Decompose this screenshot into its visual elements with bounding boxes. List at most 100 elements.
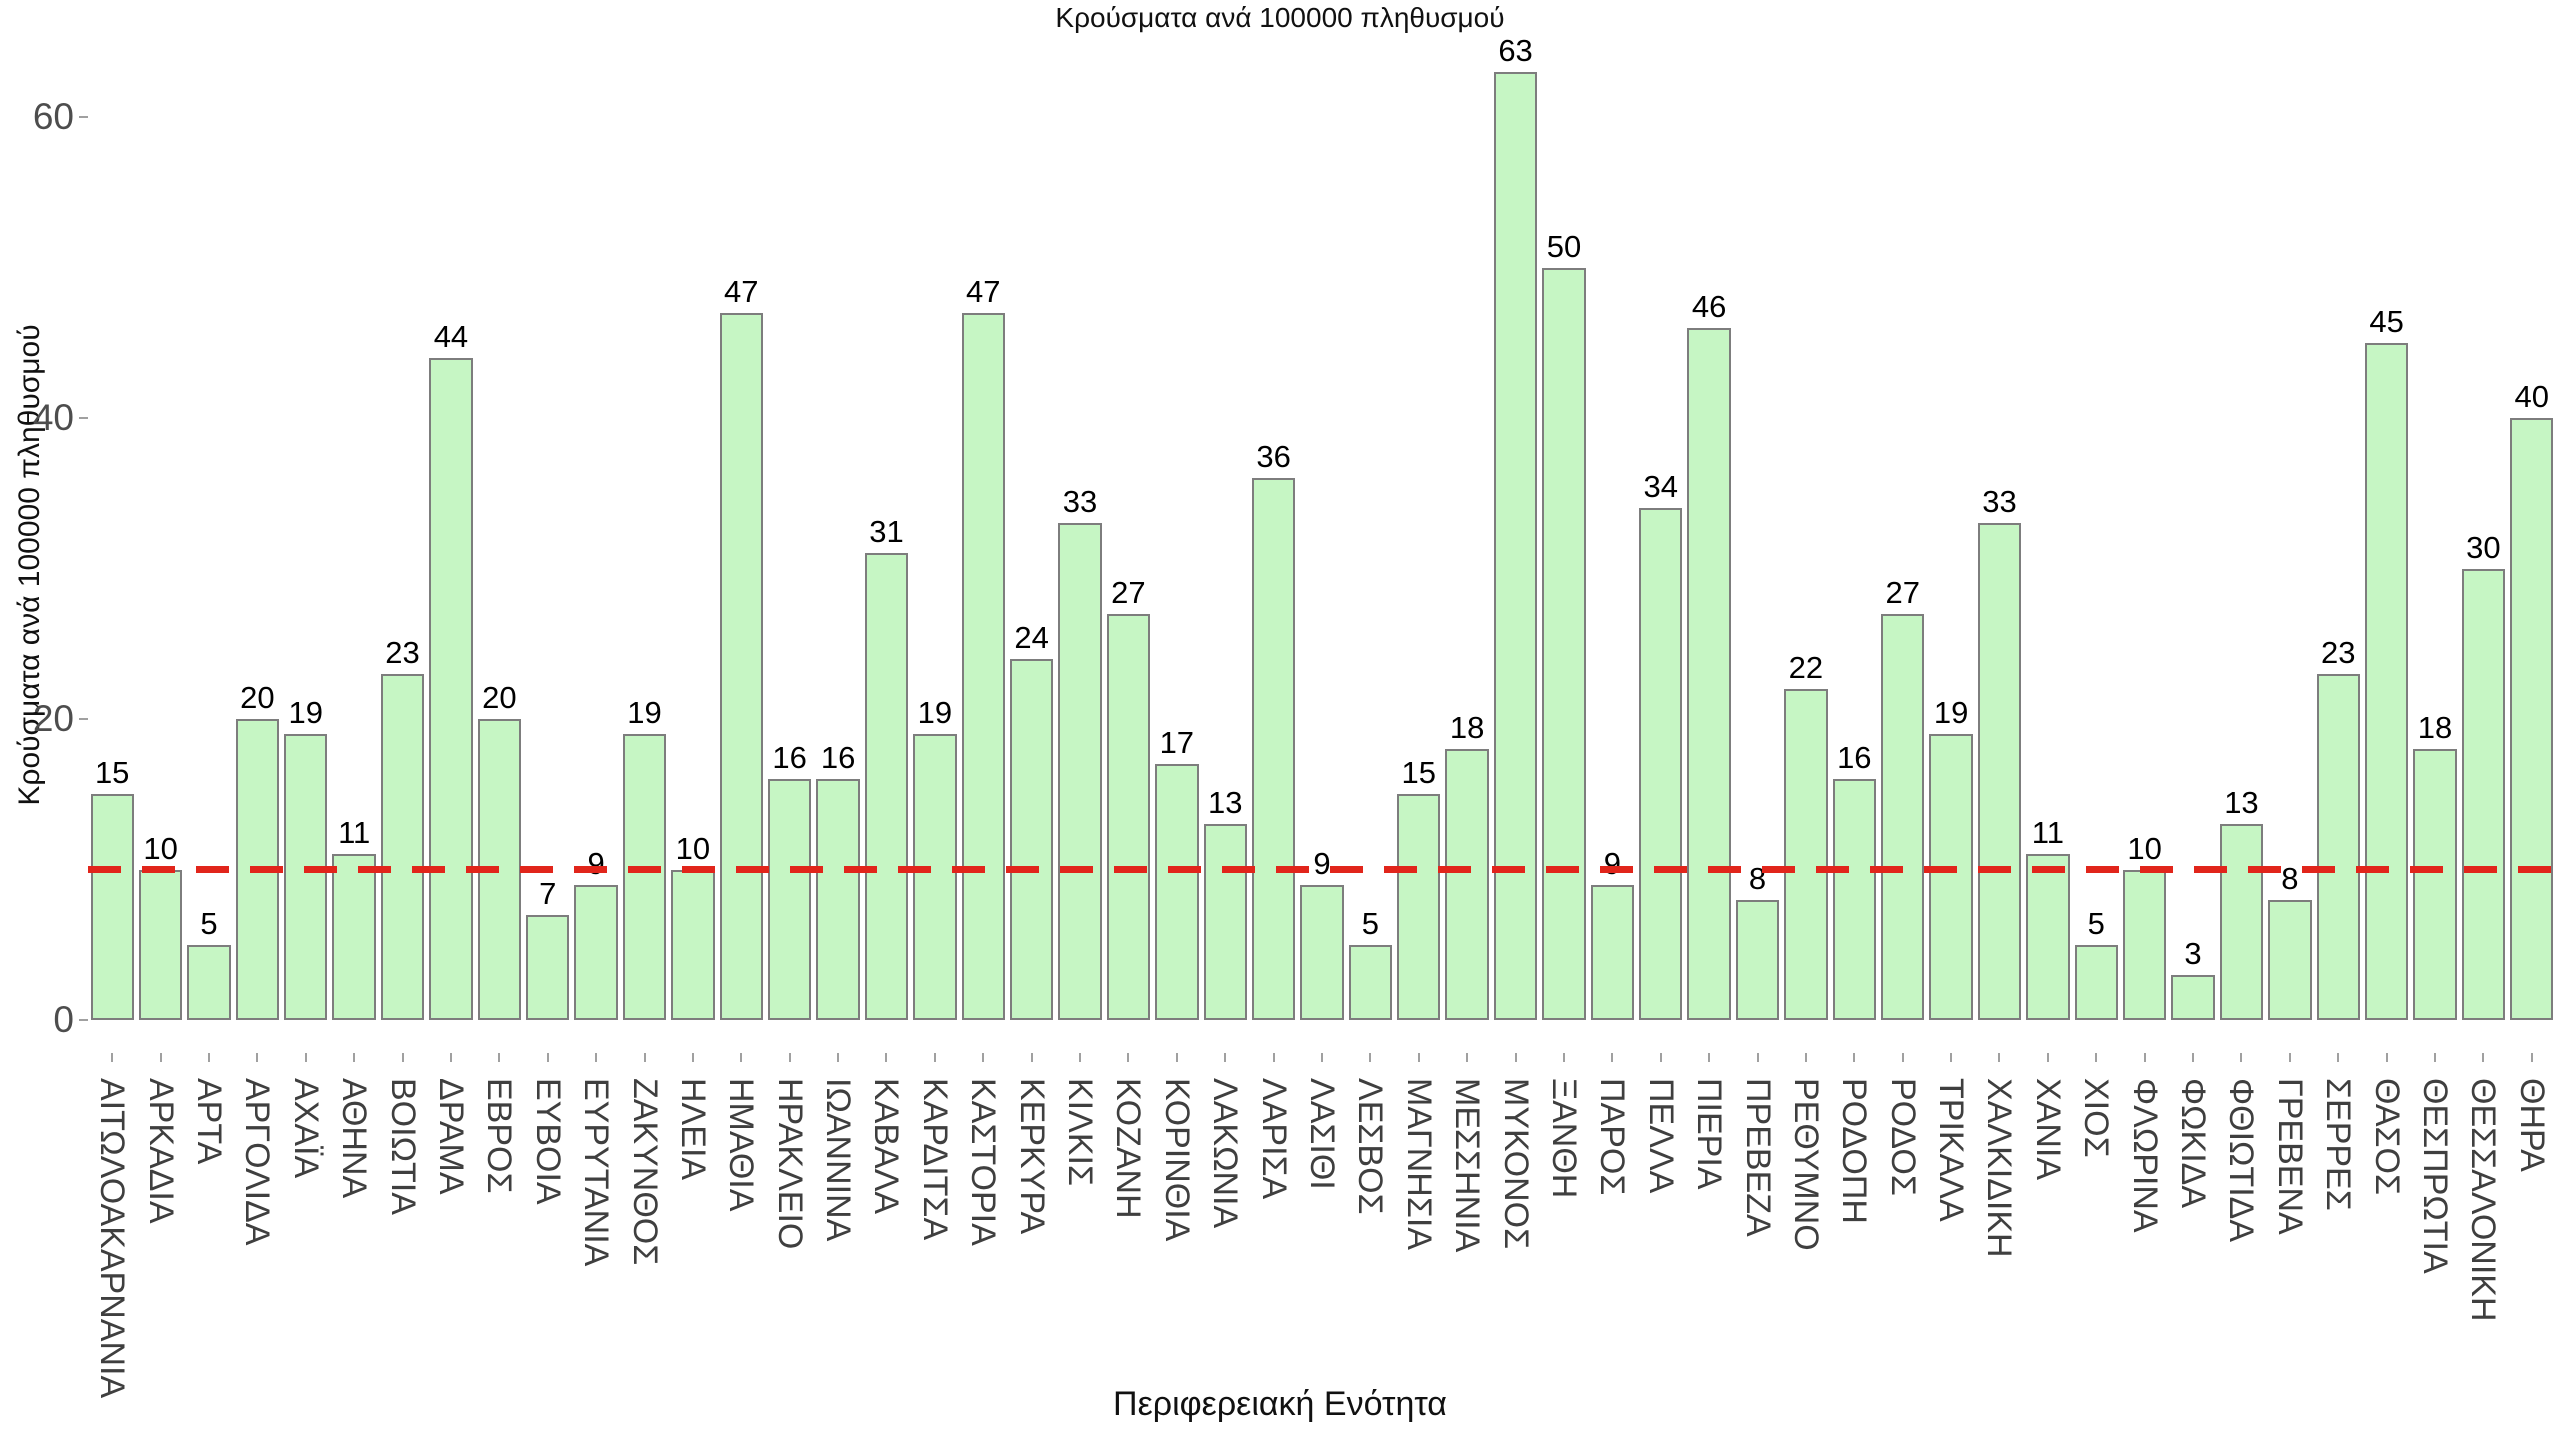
- bar[interactable]: [526, 914, 570, 1020]
- bar[interactable]: [767, 779, 812, 1020]
- bar[interactable]: [429, 357, 473, 1020]
- bar[interactable]: [187, 944, 231, 1020]
- x-tick-mark: [1562, 1053, 1565, 1062]
- x-tick-label: ΘΗΡΑ: [2512, 1078, 2551, 1172]
- bar[interactable]: [671, 869, 715, 1020]
- bar-value-label: 13: [1207, 785, 1243, 821]
- x-tick-mark: [1853, 1053, 1856, 1062]
- bar[interactable]: [90, 794, 134, 1020]
- bar-value-label: 15: [94, 755, 130, 791]
- bar[interactable]: [2510, 418, 2554, 1020]
- x-tick-mark: [837, 1053, 840, 1062]
- bar[interactable]: [2122, 869, 2167, 1020]
- bar[interactable]: [332, 854, 376, 1020]
- bar-value-label: 47: [724, 273, 759, 309]
- x-tick-mark: [1079, 1053, 1082, 1062]
- x-tick-mark: [2192, 1053, 2195, 1062]
- bar-value-label: 34: [1643, 469, 1678, 505]
- x-tick-mark: [2337, 1053, 2340, 1062]
- bar-value-label: 33: [1062, 484, 1098, 520]
- bar[interactable]: [1977, 523, 2022, 1020]
- bar[interactable]: [1106, 613, 1151, 1020]
- bar[interactable]: [1832, 779, 1876, 1020]
- x-tick-mark: [691, 1053, 694, 1062]
- bar[interactable]: [1203, 824, 1247, 1020]
- bar-value-label: 47: [966, 273, 1001, 309]
- bar[interactable]: [913, 734, 957, 1020]
- bar[interactable]: [138, 869, 183, 1020]
- bar[interactable]: [284, 734, 328, 1020]
- bar[interactable]: [961, 312, 1005, 1020]
- x-axis-title: Περιφερειακή Ενότητα: [1113, 1385, 1447, 1423]
- bar-value-label: 18: [2417, 710, 2453, 746]
- bar[interactable]: [2316, 673, 2360, 1020]
- bar[interactable]: [1397, 794, 1441, 1020]
- bar[interactable]: [2026, 854, 2070, 1020]
- bar[interactable]: [816, 779, 860, 1020]
- bar[interactable]: [1251, 478, 1296, 1020]
- x-tick-mark: [1950, 1053, 1953, 1062]
- bar[interactable]: [1348, 944, 1393, 1020]
- bar-value-label: 16: [772, 740, 807, 776]
- bar-value-label: 33: [1982, 484, 2017, 520]
- bar[interactable]: [1300, 884, 1344, 1020]
- x-tick-mark: [2143, 1053, 2146, 1062]
- x-tick-mark: [1998, 1053, 2001, 1062]
- bar-value-label: 15: [1401, 755, 1437, 791]
- x-tick-mark: [2434, 1053, 2437, 1062]
- x-tick-mark: [1708, 1053, 1711, 1062]
- bar[interactable]: [1542, 267, 1586, 1020]
- bar[interactable]: [719, 312, 763, 1020]
- x-tick-mark: [1804, 1053, 1807, 1062]
- bar-value-label: 20: [482, 680, 517, 715]
- bar[interactable]: [2413, 749, 2457, 1020]
- x-tick-mark: [1659, 1053, 1662, 1062]
- bar[interactable]: [2268, 899, 2312, 1020]
- bar-value-label: 19: [627, 695, 662, 731]
- bar[interactable]: [1929, 734, 1973, 1020]
- bar[interactable]: [864, 553, 909, 1020]
- y-tick-label: 0: [53, 999, 74, 1040]
- bar-value-label: 10: [143, 830, 178, 866]
- y-tick-label: 60: [32, 96, 74, 137]
- bar[interactable]: [1058, 523, 1102, 1020]
- x-tick-mark: [2288, 1053, 2291, 1062]
- bar[interactable]: [1639, 508, 1683, 1020]
- bar[interactable]: [1009, 658, 1054, 1020]
- bar-value-label: 16: [820, 740, 856, 776]
- bar[interactable]: [2171, 974, 2215, 1020]
- bar[interactable]: [1687, 327, 1731, 1020]
- y-tick-label: 40: [32, 397, 74, 438]
- x-tick-mark: [1175, 1053, 1178, 1062]
- x-tick-mark: [982, 1053, 985, 1062]
- bar-value-label: 19: [1933, 695, 1969, 731]
- bar[interactable]: [574, 884, 618, 1020]
- bar[interactable]: [1881, 613, 1925, 1020]
- bar[interactable]: [2219, 824, 2264, 1020]
- bar-value-label: 22: [1788, 649, 1824, 685]
- bar[interactable]: [1155, 764, 1199, 1020]
- bar-value-label: 50: [1546, 228, 1582, 264]
- bar[interactable]: [1445, 749, 1489, 1020]
- y-tick-mark: [79, 1019, 88, 1021]
- bar-value-label: 3: [2184, 935, 2202, 971]
- bar-value-label: 44: [433, 318, 469, 354]
- bar-value-label: 19: [288, 695, 323, 731]
- bar[interactable]: [1590, 884, 1635, 1020]
- bar[interactable]: [2364, 342, 2409, 1020]
- bar-value-label: 5: [1361, 905, 1380, 941]
- bar[interactable]: [1784, 688, 1828, 1020]
- x-tick-mark: [1224, 1053, 1227, 1062]
- bar[interactable]: [380, 673, 425, 1020]
- y-tick-mark: [79, 718, 88, 720]
- x-tick-mark: [353, 1053, 356, 1062]
- bar[interactable]: [622, 734, 667, 1020]
- y-tick-mark: [79, 116, 88, 118]
- bar[interactable]: [1493, 71, 1538, 1020]
- bar[interactable]: [2461, 568, 2506, 1020]
- bar[interactable]: [2074, 944, 2118, 1020]
- bar[interactable]: [1735, 899, 1780, 1020]
- x-tick-mark: [643, 1053, 646, 1062]
- bar-value-label: 16: [1837, 740, 1872, 776]
- x-tick-mark: [304, 1053, 307, 1062]
